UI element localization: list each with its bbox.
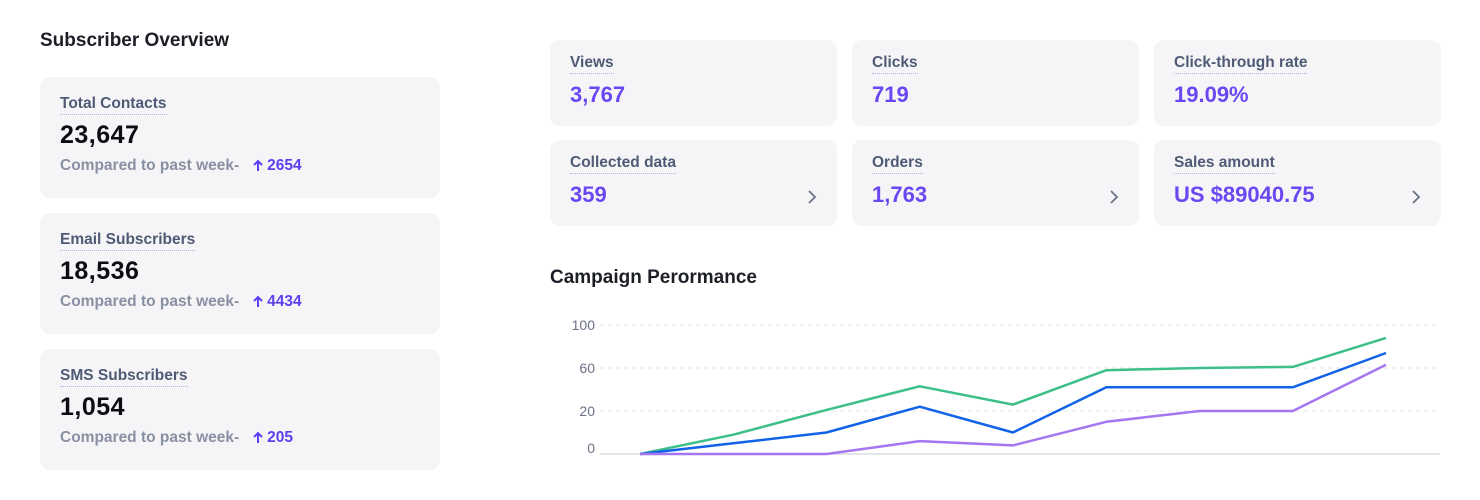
chevron-right-icon[interactable] [805, 189, 819, 205]
kpi-label: Views [570, 54, 614, 74]
series-line-2 [639, 351, 1387, 456]
kpi-value: 1,763 [872, 182, 928, 207]
sms-subscribers-card: SMS Subscribers 1,054 Compared to past w… [40, 349, 440, 470]
views-kpi-card: Views 3,767 [550, 40, 837, 126]
kpi-value: 359 [570, 182, 607, 207]
card-label: SMS Subscribers [60, 367, 188, 387]
delta-value: 4434 [267, 293, 302, 310]
click-through-rate-kpi-card: Click-through rate 19.09% [1154, 40, 1441, 126]
card-compare: Compared to past week- 2654 [60, 157, 420, 175]
kpi-value: 19.09% [1174, 82, 1249, 107]
subscriber-overview-title: Subscriber Overview [40, 30, 230, 51]
card-compare: Compared to past week- 205 [60, 429, 420, 447]
chevron-right-icon[interactable] [1107, 189, 1121, 205]
delta-badge: 4434 [251, 293, 302, 311]
card-label: Email Subscribers [60, 231, 196, 251]
y-tick-label: 20 [579, 403, 595, 419]
kpi-value: 719 [872, 82, 909, 107]
y-tick-label: 60 [579, 360, 595, 376]
kpi-value: 3,767 [570, 82, 626, 107]
series-line-3 [640, 363, 1387, 456]
card-label: Total Contacts [60, 95, 167, 115]
kpi-label: Orders [872, 154, 923, 174]
arrow-up-icon [253, 295, 263, 307]
delta-value: 2654 [267, 157, 302, 174]
card-value: 1,054 [60, 393, 126, 421]
series-line-1 [639, 336, 1387, 456]
compare-text: Compared to past week- [60, 293, 240, 310]
card-compare: Compared to past week- 4434 [60, 293, 420, 311]
delta-value: 205 [267, 429, 294, 446]
kpi-label: Click-through rate [1174, 54, 1308, 74]
campaign-performance-chart: 0 20 60 100 [572, 317, 1440, 456]
email-subscribers-card: Email Subscribers 18,536 Compared to pas… [40, 213, 440, 334]
kpi-value: US $89040.75 [1174, 182, 1315, 207]
chevron-right-icon[interactable] [1409, 189, 1423, 205]
y-tick-label: 100 [572, 317, 596, 333]
y-tick-label: 0 [587, 440, 595, 456]
card-value: 23,647 [60, 121, 140, 149]
kpi-label: Collected data [570, 154, 676, 174]
arrow-up-icon [253, 431, 263, 443]
sales-amount-kpi-card[interactable]: Sales amount US $89040.75 [1154, 140, 1441, 226]
clicks-kpi-card: Clicks 719 [852, 40, 1139, 126]
chart-title: Campaign Perormance [550, 267, 757, 288]
kpi-label: Clicks [872, 54, 918, 74]
collected-data-kpi-card[interactable]: Collected data 359 [550, 140, 837, 226]
orders-kpi-card[interactable]: Orders 1,763 [852, 140, 1139, 226]
total-contacts-card: Total Contacts 23,647 Compared to past w… [40, 77, 440, 198]
compare-text: Compared to past week- [60, 429, 240, 446]
card-value: 18,536 [60, 257, 140, 285]
delta-badge: 2654 [251, 157, 302, 175]
kpi-label: Sales amount [1174, 154, 1275, 174]
arrow-up-icon [253, 159, 263, 171]
compare-text: Compared to past week- [60, 157, 240, 174]
delta-badge: 205 [251, 429, 293, 447]
